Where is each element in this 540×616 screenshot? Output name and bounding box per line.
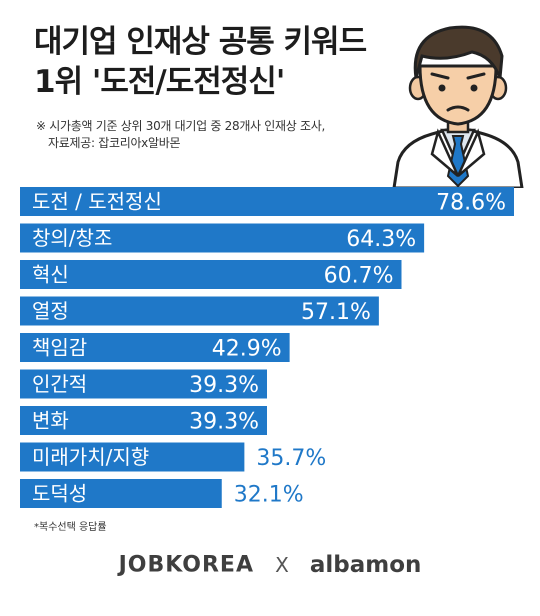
bar-4 (20, 333, 290, 362)
bar-1 (20, 223, 425, 253)
bar-8 (20, 479, 222, 508)
value-label-0: 78.6% (436, 191, 506, 216)
footnote: *복수선택 응답률 (34, 522, 107, 533)
bar-5 (20, 369, 267, 399)
bar-2 (20, 260, 402, 289)
bar-3 (20, 296, 379, 326)
logo-row: JOBKOREA X albamon (0, 552, 540, 578)
title-line-1: 대기업 인재상 공통 키워드 (34, 24, 367, 60)
category-label-8: 도덕성 (32, 482, 87, 506)
title-line-2: 1위 '도전/도전정신' (34, 64, 285, 100)
value-label-7: 35.7% (256, 446, 326, 471)
value-label-1: 64.3% (346, 227, 416, 252)
logo-separator: X (275, 553, 289, 577)
category-label-5: 인간적 (32, 372, 87, 396)
category-label-7: 미래가치/지향 (32, 445, 149, 469)
value-label-8: 32.1% (234, 483, 304, 508)
jobkorea-logo: JOBKOREA (118, 552, 254, 578)
value-label-4: 42.9% (212, 337, 282, 362)
category-label-1: 창의/창조 (32, 226, 112, 250)
value-label-2: 60.7% (324, 264, 394, 289)
value-label-5: 39.3% (189, 373, 259, 398)
category-label-4: 책임감 (32, 336, 87, 360)
chart-title: 대기업 인재상 공통 키워드 1위 '도전/도전정신' (34, 22, 367, 102)
note-line-2: 자료제공: 잡코리아x알바몬 (48, 136, 181, 150)
bar-chart: 도전 / 도전정신 78.6% 창의/창조 64.3% 혁신 60.7% 열정 57.1% 책임… (20, 187, 514, 508)
value-label-3: 57.1% (301, 300, 371, 325)
category-label-2: 혁신 (32, 263, 69, 287)
bar-6 (20, 406, 267, 435)
bar-7 (20, 442, 245, 472)
note-line-1: ※ 시가총액 기준 상위 30개 대기업 중 28개사 인재상 조사, (36, 119, 326, 133)
albamon-logo: albamon (309, 552, 422, 578)
category-label-6: 변화 (32, 409, 69, 433)
value-label-6: 39.3% (189, 410, 259, 435)
businessman-illustration (392, 25, 524, 188)
bar-0 (20, 187, 514, 216)
source-note: ※ 시가총액 기준 상위 30개 대기업 중 28개사 인재상 조사, 자료제공… (36, 118, 325, 152)
category-label-0: 도전 / 도전정신 (32, 190, 162, 214)
category-label-3: 열정 (32, 299, 69, 323)
